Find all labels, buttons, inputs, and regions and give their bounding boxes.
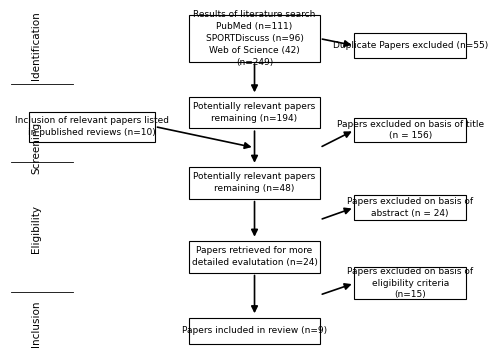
FancyBboxPatch shape xyxy=(29,111,154,142)
Text: Screening: Screening xyxy=(31,122,41,174)
Text: Results of literature search
PubMed (n=111)
SPORTDiscuss (n=96)
Web of Science (: Results of literature search PubMed (n=1… xyxy=(194,10,316,67)
FancyBboxPatch shape xyxy=(190,317,320,344)
FancyBboxPatch shape xyxy=(354,118,466,142)
Text: Inclusion: Inclusion xyxy=(31,300,41,347)
Text: Papers included in review (n=9): Papers included in review (n=9) xyxy=(182,326,327,335)
Text: Potentially relevant papers
remaining (n=48): Potentially relevant papers remaining (n… xyxy=(194,173,316,193)
Text: Papers retrieved for more
detailed evalutation (n=24): Papers retrieved for more detailed evalu… xyxy=(192,246,318,267)
Text: Identification: Identification xyxy=(31,11,41,80)
FancyBboxPatch shape xyxy=(190,15,320,62)
FancyBboxPatch shape xyxy=(354,33,466,58)
FancyBboxPatch shape xyxy=(190,241,320,273)
Text: Duplicate Papers excluded (n=55): Duplicate Papers excluded (n=55) xyxy=(332,41,488,50)
FancyBboxPatch shape xyxy=(354,267,466,299)
Text: Papers excluded on basis of
abstract (n = 24): Papers excluded on basis of abstract (n … xyxy=(347,197,473,218)
FancyBboxPatch shape xyxy=(190,167,320,199)
FancyBboxPatch shape xyxy=(190,97,320,128)
Text: Papers excluded on basis of
eligibility criteria
(n=15): Papers excluded on basis of eligibility … xyxy=(347,267,473,300)
Text: Potentially relevant papers
remaining (n=194): Potentially relevant papers remaining (n… xyxy=(194,102,316,123)
Text: Inclusion of relevant papers listed
in published reviews (n=10): Inclusion of relevant papers listed in p… xyxy=(15,116,169,137)
FancyBboxPatch shape xyxy=(354,195,466,220)
Text: Papers excluded on basis of title
(n = 156): Papers excluded on basis of title (n = 1… xyxy=(336,120,484,141)
Text: Eligibility: Eligibility xyxy=(31,204,41,253)
